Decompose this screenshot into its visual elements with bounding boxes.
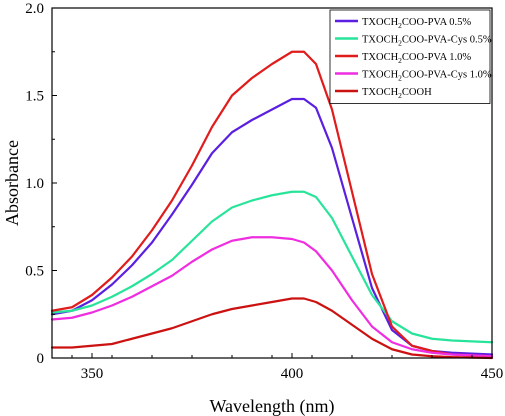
x-tick-label: 350 [81, 366, 104, 382]
legend-label: TXOCH2COO-PVA 1.0% [362, 52, 471, 65]
series-line-3 [50, 50, 494, 358]
legend-label: TXOCH2COOH [362, 87, 432, 100]
series-line-2 [50, 190, 494, 344]
series-line-4 [50, 236, 494, 358]
legend-label: TXOCH2COO-PVA 0.5% [362, 17, 471, 30]
y-axis-title: Absorbance [2, 140, 22, 226]
legend-label: TXOCH2COO-PVA-Cys 0.5% [362, 35, 492, 48]
y-tick-label: 2.0 [25, 1, 44, 17]
legend: TXOCH2COO-PVA 0.5% TXOCH2COO-PVA-Cys 0.5%… [329, 9, 492, 104]
ticks-layer: 350 400 450 0 0.5 1.0 1.5 2.0 [25, 1, 503, 382]
x-tick-label: 400 [281, 366, 304, 382]
series-line-5 [50, 297, 494, 360]
y-tick-label: 0.5 [25, 264, 44, 280]
y-tick-label: 0 [37, 351, 45, 367]
series-line-1 [50, 97, 494, 356]
series-layer [50, 50, 494, 360]
y-tick-label: 1.5 [25, 89, 44, 105]
y-tick-label: 1.0 [25, 176, 44, 192]
legend-label: TXOCH2COO-PVA-Cys 1.0% [362, 70, 492, 83]
x-axis-title: Wavelength (nm) [209, 396, 334, 416]
x-tick-label: 450 [481, 366, 504, 382]
